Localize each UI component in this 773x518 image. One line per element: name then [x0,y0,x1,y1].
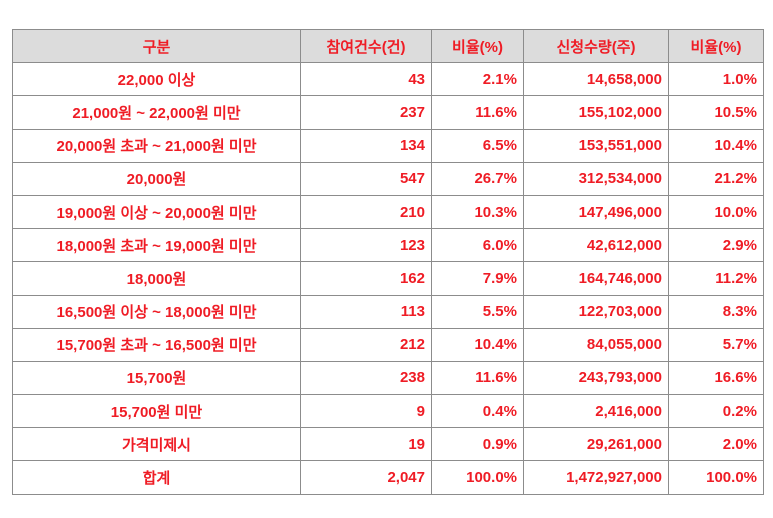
participation-count-cell: 237 [300,95,432,130]
participation-ratio-cell: 0.9% [431,427,524,462]
participation-count-cell: 134 [300,128,432,163]
total-participation-ratio-cell: 100.0% [431,460,524,495]
participation-count-cell: 212 [300,327,432,362]
participation-ratio-cell: 10.3% [431,194,524,230]
header-requested-quantity: 신청수량(주) [523,28,669,64]
participation-count-cell: 19 [300,427,432,462]
price-range-cell: 22,000 이상 [12,62,301,97]
price-range-cell: 15,700원 미만 [12,394,301,429]
participation-ratio-cell: 11.6% [431,360,524,396]
participation-count-cell: 113 [300,294,432,329]
quantity-ratio-cell: 1.0% [668,62,764,97]
total-quantity-ratio-cell: 100.0% [668,460,764,495]
participation-ratio-cell: 2.1% [431,62,524,97]
participation-count-cell: 9 [300,394,432,429]
quantity-ratio-cell: 16.6% [668,360,764,396]
price-range-cell: 21,000원 ~ 22,000원 미만 [12,95,301,130]
table-row: 15,700원 초과 ~ 16,500원 미만 212 10.4% 84,055… [12,327,764,362]
participation-count-cell: 162 [300,261,432,296]
requested-quantity-cell: 84,055,000 [523,327,669,362]
quantity-ratio-cell: 10.4% [668,128,764,163]
requested-quantity-cell: 14,658,000 [523,62,669,97]
quantity-ratio-cell: 21.2% [668,161,764,196]
price-range-cell: 16,500원 이상 ~ 18,000원 미만 [12,294,301,329]
requested-quantity-cell: 155,102,000 [523,95,669,130]
requested-quantity-cell: 243,793,000 [523,360,669,396]
table-row: 20,000원 초과 ~ 21,000원 미만 134 6.5% 153,551… [12,128,764,163]
table-row: 19,000원 이상 ~ 20,000원 미만 210 10.3% 147,49… [12,194,764,230]
total-requested-quantity-cell: 1,472,927,000 [523,460,669,495]
price-range-cell: 20,000원 [12,161,301,196]
requested-quantity-cell: 122,703,000 [523,294,669,329]
participation-ratio-cell: 10.4% [431,327,524,362]
price-range-cell: 15,700원 [12,360,301,396]
participation-ratio-cell: 26.7% [431,161,524,196]
table-row: 16,500원 이상 ~ 18,000원 미만 113 5.5% 122,703… [12,294,764,329]
quantity-ratio-cell: 10.0% [668,194,764,230]
requested-quantity-cell: 147,496,000 [523,194,669,230]
quantity-ratio-cell: 10.5% [668,95,764,130]
table-row: 22,000 이상 43 2.1% 14,658,000 1.0% [12,62,764,97]
participation-count-cell: 210 [300,194,432,230]
participation-ratio-cell: 7.9% [431,261,524,296]
price-range-cell: 18,000원 [12,261,301,296]
table-row: 15,700원 238 11.6% 243,793,000 16.6% [12,360,764,396]
participation-ratio-cell: 11.6% [431,95,524,130]
participation-ratio-cell: 0.4% [431,394,524,429]
requested-quantity-cell: 29,261,000 [523,427,669,462]
requested-quantity-cell: 42,612,000 [523,228,669,263]
participation-ratio-cell: 6.0% [431,228,524,263]
header-row: 구분 참여건수(건) 비율(%) 신청수량(주) 비율(%) [12,28,764,64]
participation-ratio-cell: 5.5% [431,294,524,329]
participation-count-cell: 238 [300,360,432,396]
price-range-cell: 15,700원 초과 ~ 16,500원 미만 [12,327,301,362]
demand-forecast-table: 구분 참여건수(건) 비율(%) 신청수량(주) 비율(%) 22,000 이상… [12,28,764,495]
table-row: 18,000원 초과 ~ 19,000원 미만 123 6.0% 42,612,… [12,228,764,263]
requested-quantity-cell: 153,551,000 [523,128,669,163]
demand-forecast-table-container: 구분 참여건수(건) 비율(%) 신청수량(주) 비율(%) 22,000 이상… [12,28,764,495]
quantity-ratio-cell: 2.0% [668,427,764,462]
participation-count-cell: 547 [300,161,432,196]
table-row: 가격미제시 19 0.9% 29,261,000 2.0% [12,427,764,462]
total-label-cell: 합계 [12,460,301,495]
quantity-ratio-cell: 8.3% [668,294,764,329]
quantity-ratio-cell: 2.9% [668,228,764,263]
participation-ratio-cell: 6.5% [431,128,524,163]
table-row: 21,000원 ~ 22,000원 미만 237 11.6% 155,102,0… [12,95,764,130]
total-row: 합계 2,047 100.0% 1,472,927,000 100.0% [12,460,764,495]
total-participation-count-cell: 2,047 [300,460,432,495]
requested-quantity-cell: 164,746,000 [523,261,669,296]
participation-count-cell: 123 [300,228,432,263]
price-range-cell: 19,000원 이상 ~ 20,000원 미만 [12,194,301,230]
quantity-ratio-cell: 0.2% [668,394,764,429]
requested-quantity-cell: 312,534,000 [523,161,669,196]
table-row: 15,700원 미만 9 0.4% 2,416,000 0.2% [12,394,764,429]
table-row: 20,000원 547 26.7% 312,534,000 21.2% [12,161,764,196]
participation-count-cell: 43 [300,62,432,97]
quantity-ratio-cell: 5.7% [668,327,764,362]
header-category: 구분 [12,28,301,64]
header-participation-count: 참여건수(건) [300,28,432,64]
quantity-ratio-cell: 11.2% [668,261,764,296]
table-row: 18,000원 162 7.9% 164,746,000 11.2% [12,261,764,296]
price-range-cell: 18,000원 초과 ~ 19,000원 미만 [12,228,301,263]
header-quantity-ratio: 비율(%) [668,28,764,64]
price-range-cell: 가격미제시 [12,427,301,462]
requested-quantity-cell: 2,416,000 [523,394,669,429]
price-range-cell: 20,000원 초과 ~ 21,000원 미만 [12,128,301,163]
header-participation-ratio: 비율(%) [431,28,524,64]
